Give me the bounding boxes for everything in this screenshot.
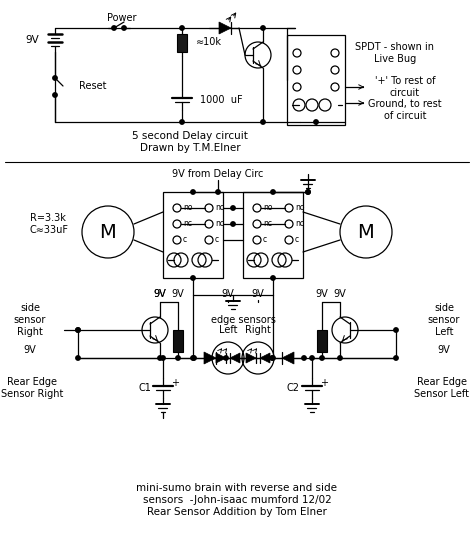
Circle shape: [180, 26, 184, 30]
Circle shape: [176, 356, 180, 360]
Text: R=3.3k: R=3.3k: [30, 213, 66, 223]
Circle shape: [191, 276, 195, 280]
Circle shape: [161, 356, 165, 360]
Bar: [163, 192, 223, 278]
Bar: [173, 330, 183, 352]
Polygon shape: [216, 353, 226, 363]
Text: nc: nc: [263, 220, 272, 229]
Text: Reset: Reset: [79, 81, 107, 91]
Text: 5 second Delay circuit
Drawn by T.M.Elner: 5 second Delay circuit Drawn by T.M.Elne…: [132, 131, 248, 153]
Circle shape: [271, 356, 275, 360]
Text: nc: nc: [183, 220, 192, 229]
Polygon shape: [230, 353, 240, 363]
Bar: [317, 330, 327, 352]
Circle shape: [261, 120, 265, 124]
Circle shape: [53, 93, 57, 97]
Text: 9V: 9V: [154, 289, 166, 299]
Text: 9V: 9V: [25, 35, 39, 45]
Text: mini-sumo brain with reverse and side
sensors  -John-isaac mumford 12/02
Rear Se: mini-sumo brain with reverse and side se…: [137, 483, 337, 517]
Circle shape: [76, 328, 80, 332]
Circle shape: [122, 26, 126, 30]
Text: 9V: 9V: [24, 345, 36, 355]
Circle shape: [76, 328, 80, 332]
Circle shape: [320, 356, 324, 360]
Circle shape: [314, 120, 318, 124]
Circle shape: [271, 190, 275, 194]
Text: M: M: [357, 223, 374, 242]
Text: no: no: [263, 203, 273, 212]
Text: ≈10k: ≈10k: [196, 37, 222, 47]
Circle shape: [261, 26, 265, 30]
Text: Right: Right: [245, 325, 271, 335]
Text: 9V: 9V: [316, 289, 328, 299]
Text: c: c: [183, 236, 187, 244]
Text: 9V: 9V: [222, 289, 234, 299]
Text: side
sensor
Left: side sensor Left: [428, 304, 460, 337]
Polygon shape: [204, 352, 216, 364]
Text: edge sensors: edge sensors: [210, 315, 275, 325]
Polygon shape: [246, 353, 256, 363]
Circle shape: [271, 276, 275, 280]
Circle shape: [231, 206, 235, 210]
Circle shape: [191, 190, 195, 194]
Text: Power: Power: [107, 13, 137, 23]
Text: no: no: [183, 203, 192, 212]
Circle shape: [224, 356, 228, 360]
Circle shape: [394, 328, 398, 332]
Text: SPDT - shown in
Live Bug: SPDT - shown in Live Bug: [356, 42, 435, 64]
Circle shape: [216, 190, 220, 194]
Text: nc: nc: [215, 220, 224, 229]
Text: 9V from Delay Circ: 9V from Delay Circ: [173, 169, 264, 179]
Text: 1000  uF: 1000 uF: [200, 95, 243, 105]
Text: 9V: 9V: [438, 345, 450, 355]
Circle shape: [191, 356, 195, 360]
Text: C2: C2: [287, 383, 300, 393]
Circle shape: [180, 120, 184, 124]
Polygon shape: [260, 353, 270, 363]
Bar: [243, 192, 303, 278]
Text: +: +: [171, 378, 179, 388]
Circle shape: [338, 356, 342, 360]
Text: c: c: [215, 236, 219, 244]
Text: Rear Edge
Sensor Left: Rear Edge Sensor Left: [414, 377, 470, 399]
Circle shape: [306, 190, 310, 194]
Circle shape: [231, 222, 235, 226]
Circle shape: [306, 190, 310, 194]
Text: Ground, to rest
of circuit: Ground, to rest of circuit: [368, 99, 442, 121]
Text: no: no: [295, 203, 304, 212]
Bar: [287, 35, 345, 125]
Text: C1: C1: [138, 383, 151, 393]
Text: Left: Left: [219, 325, 237, 335]
Polygon shape: [219, 22, 231, 34]
Text: c: c: [263, 236, 267, 244]
Text: M: M: [100, 223, 117, 242]
Text: c: c: [295, 236, 299, 244]
Text: +: +: [320, 378, 328, 388]
Text: no: no: [215, 203, 225, 212]
Circle shape: [158, 356, 162, 360]
Circle shape: [192, 356, 196, 360]
Circle shape: [112, 26, 116, 30]
Circle shape: [53, 76, 57, 80]
Circle shape: [270, 356, 274, 360]
Bar: [177, 34, 187, 52]
Circle shape: [310, 356, 314, 360]
Text: '+' To rest of
circuit: '+' To rest of circuit: [375, 76, 435, 98]
Text: 9V: 9V: [252, 289, 264, 299]
Text: C≈33uF: C≈33uF: [30, 225, 69, 235]
Text: side
sensor
Right: side sensor Right: [14, 304, 46, 337]
Text: nc: nc: [295, 220, 304, 229]
Text: 9V: 9V: [172, 289, 184, 299]
Circle shape: [76, 356, 80, 360]
Circle shape: [394, 356, 398, 360]
Text: 9V: 9V: [154, 289, 166, 299]
Circle shape: [302, 356, 306, 360]
Text: Rear Edge
Sensor Right: Rear Edge Sensor Right: [1, 377, 63, 399]
Text: 9V: 9V: [334, 289, 346, 299]
Polygon shape: [282, 352, 294, 364]
